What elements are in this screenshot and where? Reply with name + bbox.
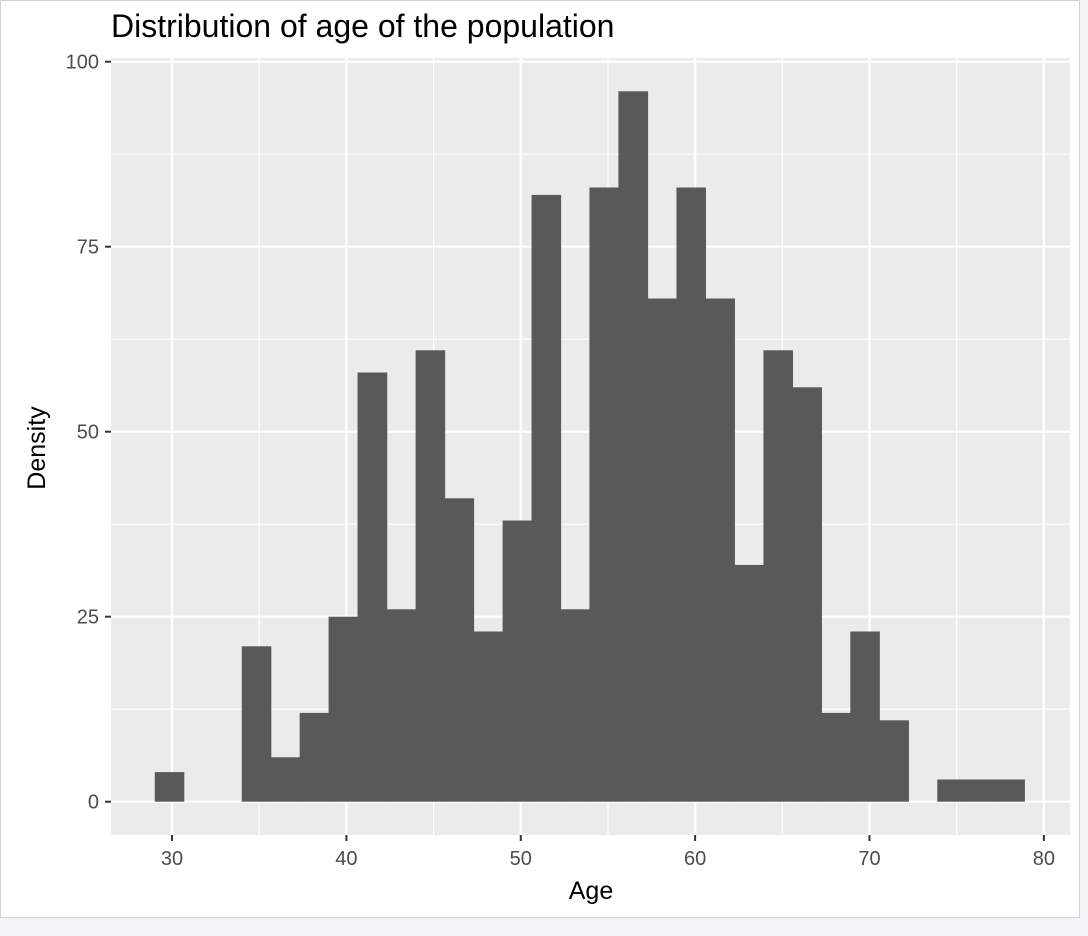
- histogram-bar: [618, 91, 649, 802]
- x-tick-label: 70: [858, 848, 880, 870]
- y-tick-label: 75: [77, 237, 99, 259]
- x-tick-label: 30: [161, 848, 183, 870]
- histogram-bar: [560, 609, 591, 802]
- histogram-bar: [850, 631, 880, 802]
- histogram-bar: [357, 372, 388, 802]
- histogram-bar: [154, 772, 185, 802]
- histogram-bar: [995, 779, 1025, 802]
- histogram-bar: [386, 609, 417, 802]
- histogram-chart: Distribution of age of the population 0 2…: [23, 8, 1070, 905]
- histogram-bar: [415, 350, 446, 802]
- histogram-bar: [792, 387, 822, 802]
- histogram-bars: [154, 91, 1025, 802]
- histogram-bar: [241, 646, 272, 802]
- x-tick-label: 80: [1033, 848, 1055, 870]
- y-axis: 0 25 50 75 100: [66, 52, 111, 814]
- histogram-bar: [821, 712, 851, 802]
- x-tick-label: 40: [335, 848, 357, 870]
- histogram-bar: [966, 779, 996, 802]
- y-tick-label: 0: [88, 792, 99, 814]
- x-axis-title: Age: [569, 877, 613, 905]
- histogram-bar: [705, 298, 735, 802]
- y-tick-label: 100: [66, 52, 99, 74]
- histogram-bar: [270, 757, 301, 802]
- y-tick-label: 50: [77, 422, 99, 444]
- y-axis-title: Density: [23, 406, 51, 490]
- histogram-bar: [937, 779, 967, 802]
- histogram-bar: [879, 720, 909, 802]
- histogram-bar: [444, 498, 475, 802]
- x-axis: 30 40 50 60 70 80: [161, 835, 1055, 870]
- x-tick-label: 50: [510, 848, 532, 870]
- histogram-bar: [589, 187, 619, 802]
- histogram-bar: [473, 631, 504, 802]
- chart-title: Distribution of age of the population: [111, 8, 614, 44]
- x-tick-label: 60: [684, 848, 706, 870]
- histogram-bar: [763, 350, 794, 802]
- histogram-bar: [502, 520, 533, 802]
- histogram-bar: [734, 564, 765, 802]
- histogram-bar: [299, 712, 330, 802]
- histogram-bar: [647, 298, 678, 802]
- histogram-bar: [676, 187, 707, 802]
- histogram-bar: [531, 194, 562, 802]
- histogram-bar: [328, 616, 359, 802]
- y-tick-label: 25: [77, 607, 99, 629]
